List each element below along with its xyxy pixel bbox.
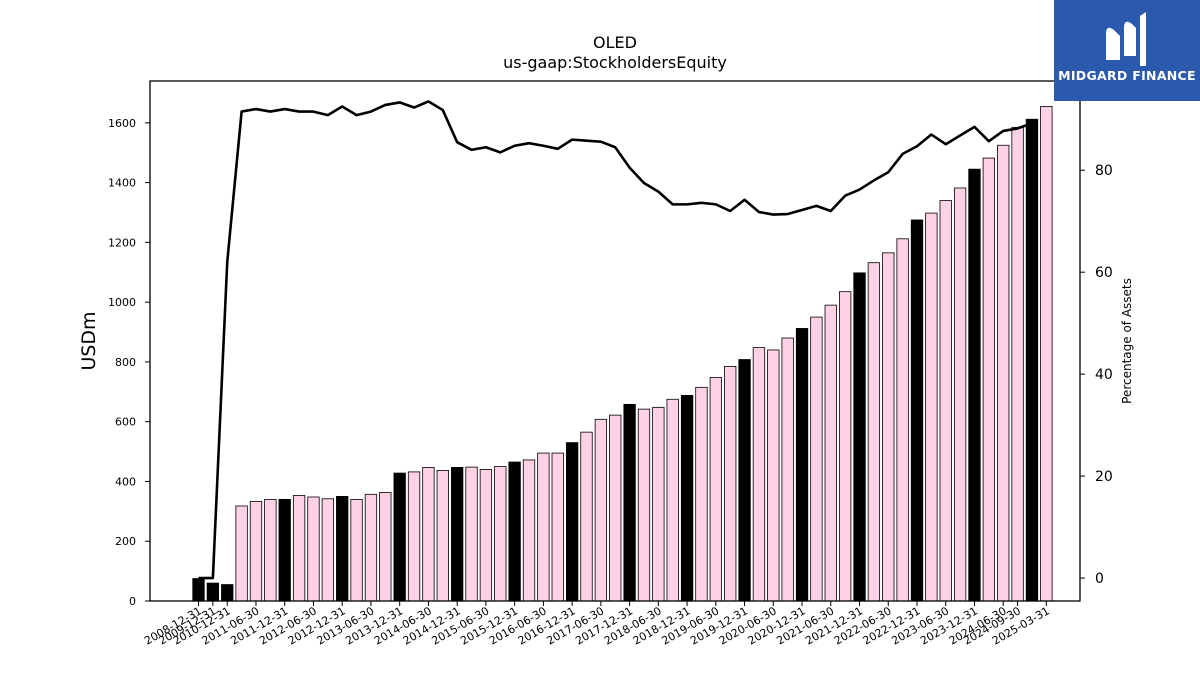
bar-2012-12-31 [336, 495, 349, 602]
bar-2023-12-31 [968, 168, 981, 602]
y-tick-label-600: 600 [115, 416, 136, 429]
y-tick-label-1400: 1400 [108, 177, 136, 190]
bar-2023-09-30 [953, 187, 967, 602]
bar-2023-03-31 [925, 212, 938, 602]
bar-2020-09-30 [781, 337, 794, 602]
bar-2018-06-30 [652, 406, 665, 602]
y-tick-label-1600: 1600 [108, 117, 136, 130]
bar-2016-09-30 [551, 452, 564, 602]
y2-axis-ticks: 0 20 40 60 80 [1080, 163, 1113, 587]
bar-2019-12-31 [738, 359, 751, 602]
bar-2010-12-31 [221, 584, 234, 602]
bar-2024-06-30 [997, 144, 1010, 602]
bar-2015-03-31 [465, 466, 478, 602]
bar-2017-12-31 [623, 403, 636, 602]
y2-tick-label-60: 60 [1095, 265, 1113, 281]
y-axis-label: USDm [78, 311, 100, 370]
bar-2017-03-31 [580, 431, 593, 602]
y-tick-label-1000: 1000 [108, 296, 136, 309]
bar-2020-03-31 [752, 347, 766, 602]
line-group [198, 100, 1033, 580]
midgard-logo-icon [1106, 12, 1146, 66]
bar-2011-03-31 [235, 505, 248, 602]
bar-2011-12-31 [278, 498, 291, 602]
bar-2019-03-31 [695, 386, 708, 602]
bar-2018-09-30 [666, 398, 679, 602]
bar-2012-06-30 [307, 496, 320, 602]
bar-2014-06-30 [422, 467, 435, 602]
y-tick-label-400: 400 [115, 475, 136, 488]
bar-2013-06-30 [364, 493, 378, 602]
y-axis-ticks: 0 200 400 600 800 1000 1200 1400 1600 [108, 117, 150, 608]
bar-2017-09-30 [609, 414, 622, 602]
chart-subtitle: us-gaap:StockholdersEquity [503, 53, 727, 72]
bar-2024-09-30 [1011, 126, 1024, 602]
bar-2015-12-31 [508, 461, 521, 602]
bars-group [192, 106, 1053, 602]
bar-2017-06-30 [594, 418, 608, 602]
logo-text: MIDGARD FINANCE [1058, 68, 1196, 83]
bar-2023-06-30 [939, 200, 952, 602]
bar-2024-12-31 [1025, 118, 1039, 602]
bar-2021-12-31 [853, 272, 866, 602]
y2-axis-label: Percentage of Assets [1120, 278, 1134, 404]
brand-logo: MIDGARD FINANCE [1054, 0, 1200, 101]
bar-2015-06-30 [479, 469, 493, 602]
bar-2011-06-30 [249, 501, 263, 602]
bar-2014-03-31 [407, 471, 421, 602]
bar-2012-09-30 [321, 498, 334, 602]
bar-2012-03-31 [292, 495, 306, 602]
y2-tick-label-80: 80 [1095, 163, 1113, 179]
y2-tick-label-20: 20 [1095, 469, 1113, 485]
bar-2016-12-31 [565, 442, 579, 602]
x-axis-ticks: 2008-12-312009-12-312010-12-312011-06-30… [142, 601, 1052, 648]
bar-2013-12-31 [393, 472, 406, 602]
bar-2009-12-31 [206, 582, 220, 602]
bar-2022-09-30 [896, 238, 909, 602]
bar-2025-03-31 [1040, 106, 1053, 602]
y2-tick-label-0: 0 [1095, 571, 1104, 587]
bar-2021-06-30 [824, 304, 837, 602]
bar-2019-06-30 [709, 377, 722, 602]
bar-2020-12-31 [795, 328, 809, 602]
bar-2008-12-31 [192, 578, 205, 602]
plot-frame [149, 80, 1081, 602]
bar-2014-12-31 [451, 467, 464, 602]
bar-2021-03-31 [810, 316, 823, 602]
bar-2021-09-30 [839, 291, 852, 602]
bar-2022-12-31 [910, 219, 924, 602]
bar-2024-03-31 [982, 157, 995, 602]
y-tick-label-1200: 1200 [108, 236, 136, 249]
percentage-of-assets-line [198, 100, 1033, 580]
bar-2013-09-30 [379, 492, 392, 602]
bar-2019-09-30 [724, 365, 737, 602]
bar-2022-06-30 [882, 252, 895, 602]
bar-2020-06-30 [767, 349, 780, 602]
bar-2016-03-31 [522, 459, 536, 602]
y-tick-label-800: 800 [115, 356, 136, 369]
bar-2022-03-31 [867, 262, 881, 602]
y-tick-label-200: 200 [115, 535, 136, 548]
bar-2015-09-30 [494, 466, 507, 602]
bar-2016-06-30 [537, 452, 550, 602]
bar-2014-09-30 [436, 469, 449, 602]
chart-title: OLED [593, 33, 637, 52]
bar-2018-12-31 [680, 394, 694, 602]
bar-2011-09-30 [264, 498, 277, 602]
y-tick-label-0: 0 [129, 595, 136, 608]
y2-tick-label-40: 40 [1095, 367, 1113, 383]
bar-2018-03-31 [637, 408, 651, 602]
bar-2013-03-31 [350, 498, 363, 602]
